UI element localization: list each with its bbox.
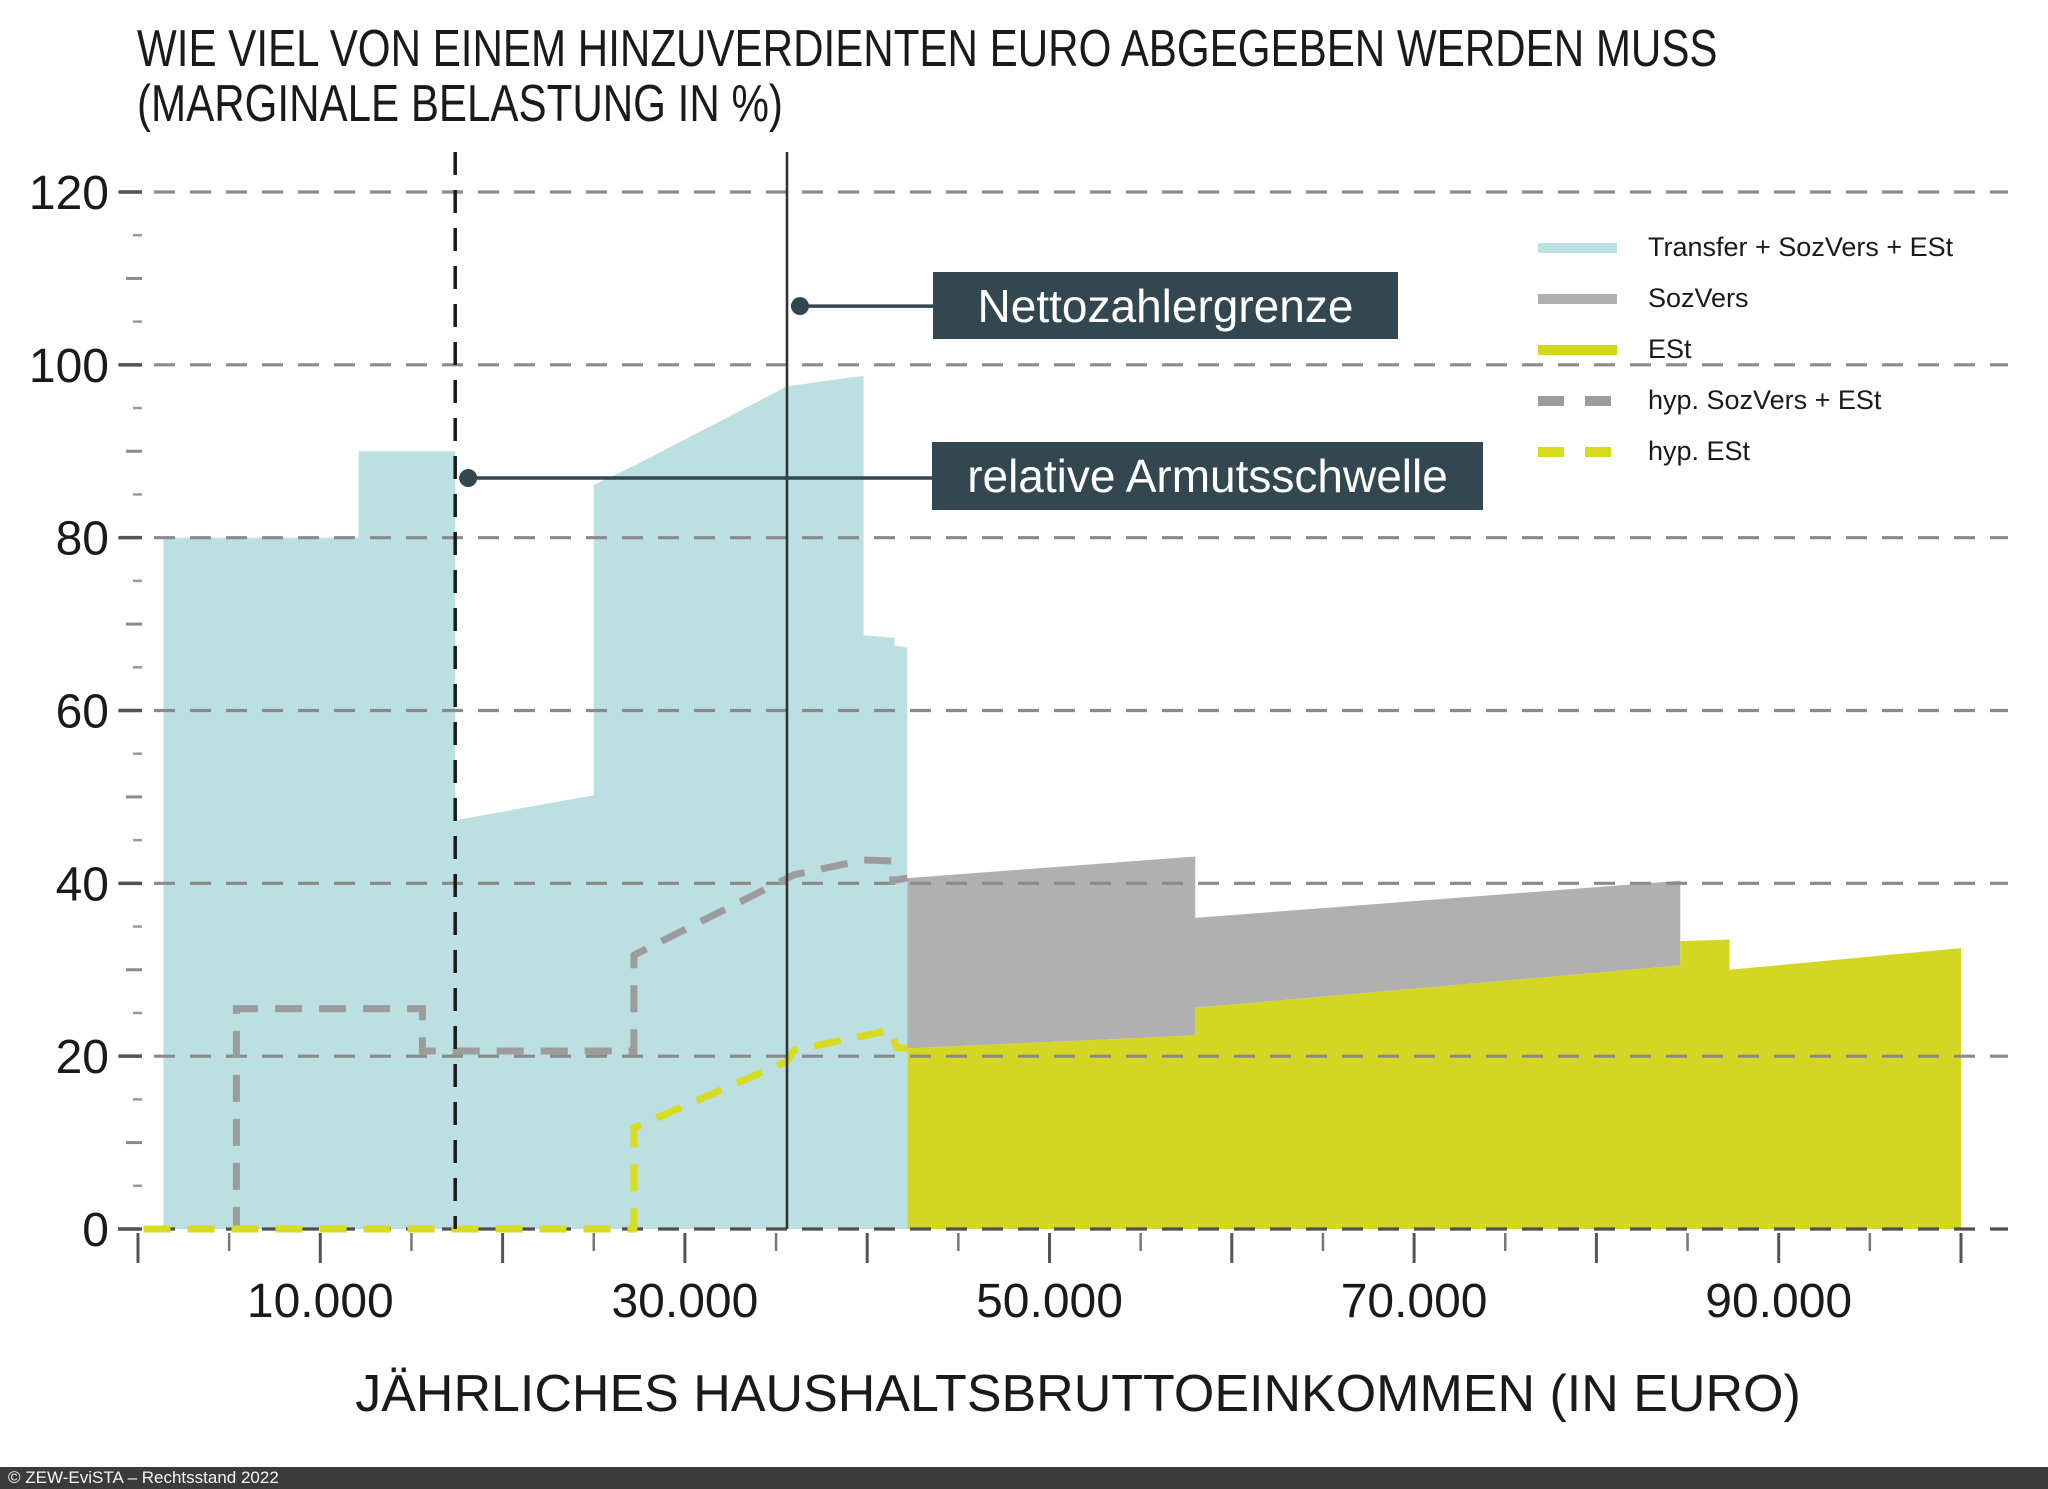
- chart-title-line1: WIE VIEL VON EINEM HINZUVERDIENTEN EURO …: [137, 20, 1718, 78]
- area-est: [907, 939, 1961, 1229]
- legend-swatch-sozvers: [1538, 293, 1617, 304]
- legend-label-est: ESt: [1648, 334, 1692, 364]
- footer-text: © ZEW-EviSTA – Rechtsstand 2022: [8, 1468, 279, 1487]
- legend-swatch-hyp-sozvers-est: [1538, 395, 1617, 406]
- legend-item-sozvers: SozVers: [1538, 273, 1953, 324]
- legend-label-sozvers: SozVers: [1648, 283, 1749, 313]
- y-tick-label-120: 120: [29, 167, 109, 220]
- netto-leader-dot: [790, 297, 809, 316]
- x-tick-label-90.000: 90.000: [1705, 1275, 1852, 1328]
- area-sozvers: [907, 856, 1681, 1049]
- annotation-nettozahlergrenze-label: Nettozahlergrenze: [977, 279, 1354, 332]
- area-transfer-sozvers-est: [163, 376, 908, 1230]
- x-tick-label-10.000: 10.000: [247, 1275, 394, 1328]
- x-tick-label-30.000: 30.000: [611, 1275, 758, 1328]
- annotation-armutsschwelle-label: relative Armutsschwelle: [967, 450, 1448, 502]
- legend-label-hyp-est: hyp. ESt: [1648, 436, 1751, 466]
- legend-item-transfer: Transfer + SozVers + ESt: [1538, 222, 1953, 273]
- annotation-armutsschwelle: relative Armutsschwelle: [932, 442, 1483, 510]
- armut-leader-dot: [459, 469, 478, 488]
- x-tick-label-70.000: 70.000: [1341, 1275, 1488, 1328]
- legend-label-hyp-sozvers-est: hyp. SozVers + ESt: [1648, 385, 1882, 415]
- legend-swatch-hyp-est: [1538, 446, 1617, 457]
- legend-swatch-transfer: [1538, 242, 1617, 253]
- y-tick-label-0: 0: [82, 1204, 109, 1257]
- legend-swatch-est: [1538, 344, 1617, 355]
- y-tick-label-20: 20: [56, 1031, 109, 1084]
- line-hyp-est: [143, 1026, 908, 1233]
- y-tick-label-100: 100: [29, 340, 109, 393]
- line-hyp-sozvers-est: [143, 856, 908, 1233]
- y-tick-label-80: 80: [56, 513, 109, 566]
- legend: Transfer + SozVers + ESt SozVers ESt hyp. S…: [1538, 222, 1953, 477]
- footer-bar: © ZEW-EviSTA – Rechtsstand 2022: [0, 1467, 2048, 1489]
- chart-title-line2: (MARGINALE BELASTUNG IN %): [137, 75, 783, 133]
- legend-item-est: ESt: [1538, 324, 1953, 375]
- legend-item-hyp-est: hyp. ESt: [1538, 426, 1953, 477]
- chart-title: WIE VIEL VON EINEM HINZUVERDIENTEN EURO …: [137, 22, 1718, 132]
- x-tick-label-50.000: 50.000: [976, 1275, 1123, 1328]
- annotation-nettozahlergrenze: Nettozahlergrenze: [933, 272, 1398, 339]
- x-axis-title: JÄHRLICHES HAUSHALTSBRUTTOEINKOMMEN (IN …: [355, 1365, 1801, 1423]
- legend-label-transfer: Transfer + SozVers + ESt: [1648, 232, 1954, 262]
- y-tick-label-60: 60: [56, 686, 109, 739]
- y-tick-label-40: 40: [56, 858, 109, 911]
- legend-item-hyp-sozvers-est: hyp. SozVers + ESt: [1538, 375, 1953, 426]
